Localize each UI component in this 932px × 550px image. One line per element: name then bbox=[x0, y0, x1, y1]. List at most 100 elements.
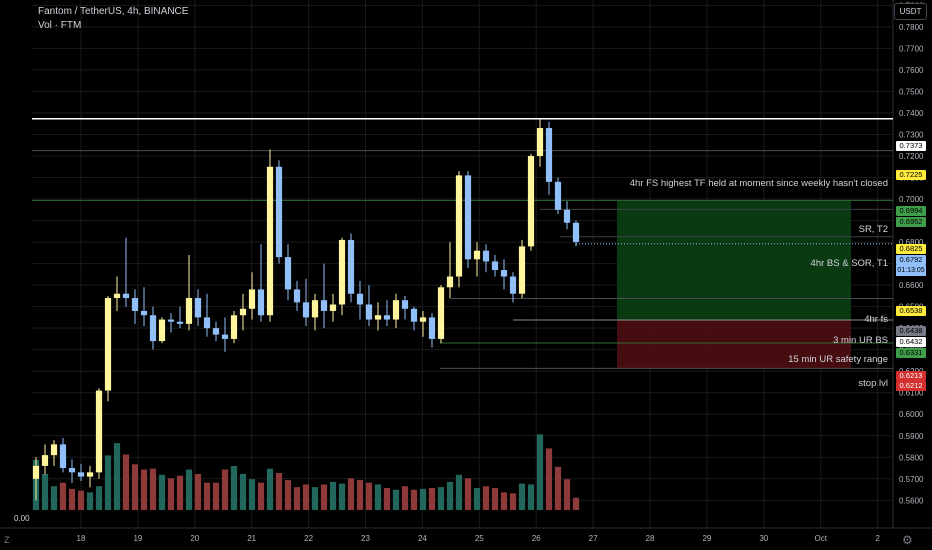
volume-bar bbox=[473, 488, 481, 510]
volume-bar bbox=[185, 469, 193, 510]
volume-bar bbox=[464, 478, 472, 510]
candle-body bbox=[149, 315, 157, 342]
annotation-4hr-fs: 4hr fs bbox=[864, 314, 888, 325]
y-tick-label: 0.7700 bbox=[899, 44, 924, 53]
annotation-sr-t2: SR, T2 bbox=[858, 224, 888, 235]
volume-bar bbox=[68, 488, 76, 510]
volume-bar bbox=[446, 481, 454, 510]
y-tick-label: 0.5700 bbox=[899, 475, 924, 484]
candle-body bbox=[122, 293, 130, 299]
volume-bar bbox=[266, 468, 274, 510]
volume-bar bbox=[401, 486, 409, 510]
volume-bar bbox=[86, 492, 94, 510]
volume-bar bbox=[212, 482, 220, 510]
volume-bar bbox=[347, 478, 355, 510]
price-tag-0.6825: 0.6825 bbox=[896, 244, 926, 254]
price-tag-0.6212: 0.6212 bbox=[896, 381, 926, 391]
x-tick-label: Oct bbox=[814, 534, 827, 543]
candle-body bbox=[113, 293, 121, 299]
volume-bar bbox=[158, 474, 166, 510]
candle-countdown: 01:13:05 bbox=[896, 265, 926, 276]
x-tick-label: 27 bbox=[589, 534, 598, 543]
position-stop-zone bbox=[617, 319, 851, 369]
candle-body bbox=[176, 321, 184, 324]
volume-bar bbox=[455, 474, 463, 510]
candle-body bbox=[518, 246, 526, 294]
volume-bar bbox=[149, 468, 157, 510]
volume-bar bbox=[77, 490, 85, 510]
volume-bar bbox=[104, 455, 112, 510]
candle-body bbox=[41, 455, 49, 466]
y-tick-label: 0.5600 bbox=[899, 496, 924, 505]
candle-body bbox=[221, 334, 229, 339]
volume-bar bbox=[257, 482, 265, 510]
candle-body bbox=[95, 390, 103, 473]
volume-bar bbox=[338, 483, 346, 510]
price-tag-0.6438: 0.6438 bbox=[896, 326, 926, 336]
y-tick-label: 0.7200 bbox=[899, 152, 924, 161]
candle-body bbox=[212, 328, 220, 335]
candle-body bbox=[185, 298, 193, 324]
candle-body bbox=[167, 319, 175, 322]
gear-icon[interactable]: ⚙ bbox=[902, 533, 913, 547]
volume-bar bbox=[239, 473, 247, 510]
candle-body bbox=[266, 166, 274, 316]
x-tick-label: 2 bbox=[875, 534, 880, 543]
volume-bar bbox=[491, 488, 499, 510]
price-tag-0.6994: 0.6994 bbox=[896, 206, 926, 216]
current-price-tag: 0.6792 bbox=[896, 255, 926, 265]
candle-body bbox=[104, 298, 112, 391]
price-tag-0.6432: 0.6432 bbox=[896, 337, 926, 347]
volume-bar bbox=[50, 486, 58, 510]
candle-body bbox=[365, 304, 373, 320]
volume-bar bbox=[527, 484, 535, 510]
candle-body bbox=[500, 270, 508, 277]
candle-body bbox=[464, 175, 472, 260]
volume-bar bbox=[329, 481, 337, 510]
y-tick-label: 0.5900 bbox=[899, 432, 924, 441]
candle-body bbox=[455, 175, 463, 277]
volume-bar bbox=[437, 487, 445, 510]
candle-body bbox=[509, 276, 517, 294]
candle-body bbox=[77, 472, 85, 477]
zoom-icon[interactable]: Ζ bbox=[4, 535, 10, 545]
candle-body bbox=[203, 317, 211, 329]
candle-body bbox=[275, 166, 283, 258]
volume-bar bbox=[95, 486, 103, 510]
x-tick-label: 24 bbox=[418, 534, 427, 543]
candle-body bbox=[419, 317, 427, 322]
volume-bar bbox=[122, 454, 130, 510]
candle-body bbox=[563, 209, 571, 223]
volume-bar bbox=[293, 487, 301, 510]
volume-bar bbox=[365, 482, 373, 510]
candle-body bbox=[338, 239, 346, 305]
volume-bar bbox=[221, 469, 229, 510]
candle-body bbox=[554, 181, 562, 210]
candle-body bbox=[257, 289, 265, 316]
candle-body bbox=[248, 289, 256, 309]
y-tick-label: 0.6800 bbox=[899, 238, 924, 247]
candle-body bbox=[401, 300, 409, 309]
currency-button[interactable]: USDT bbox=[894, 3, 927, 20]
candle-body bbox=[50, 444, 58, 456]
annotation-15min-safety: 15 min UR safety range bbox=[788, 354, 888, 365]
price-tag-0.7373: 0.7373 bbox=[896, 141, 926, 151]
candle-body bbox=[311, 300, 319, 318]
candle-body bbox=[32, 465, 40, 479]
volume-bar bbox=[428, 488, 436, 510]
y-tick-label: 0.7600 bbox=[899, 66, 924, 75]
candle-body bbox=[536, 128, 544, 157]
x-tick-label: 26 bbox=[532, 534, 541, 543]
candle-body bbox=[284, 257, 292, 290]
annotation-stop-lvl: stop lvl bbox=[858, 378, 888, 389]
volume-indicator-label[interactable]: Vol · FTM bbox=[38, 20, 82, 31]
candle-body bbox=[194, 298, 202, 318]
volume-bar bbox=[131, 464, 139, 510]
price-tag-0.6213: 0.6213 bbox=[896, 371, 926, 381]
candle-body bbox=[446, 276, 454, 288]
volume-bar bbox=[59, 482, 67, 510]
volume-axis-zero: 0.00 bbox=[14, 514, 30, 523]
y-tick-label: 0.7800 bbox=[899, 23, 924, 32]
